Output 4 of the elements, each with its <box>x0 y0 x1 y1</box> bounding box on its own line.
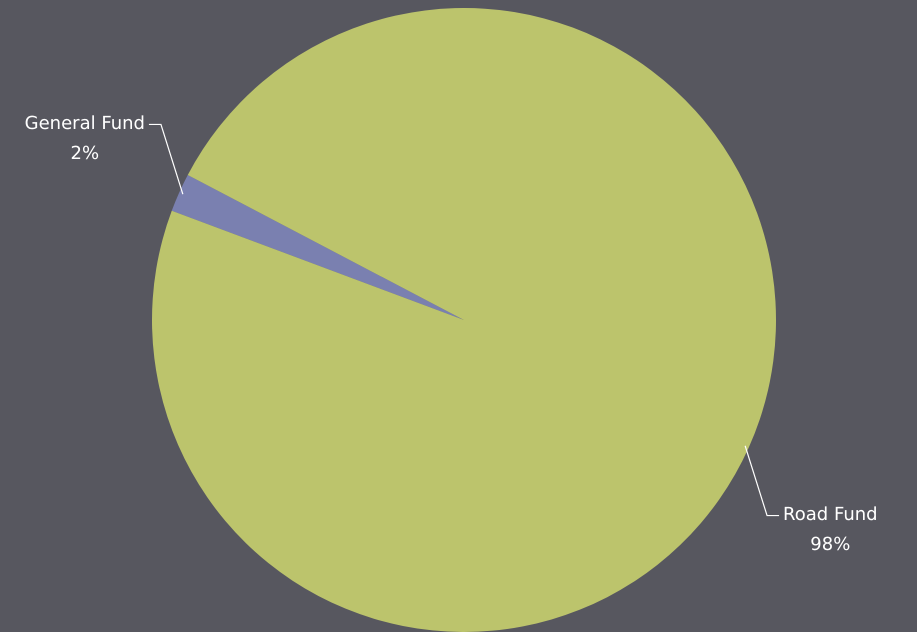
slice-label: Road Fund <box>783 504 878 526</box>
data-label: 98% <box>810 534 850 556</box>
data-label: 2% <box>70 143 100 164</box>
slice-label: General Fund <box>24 113 145 134</box>
